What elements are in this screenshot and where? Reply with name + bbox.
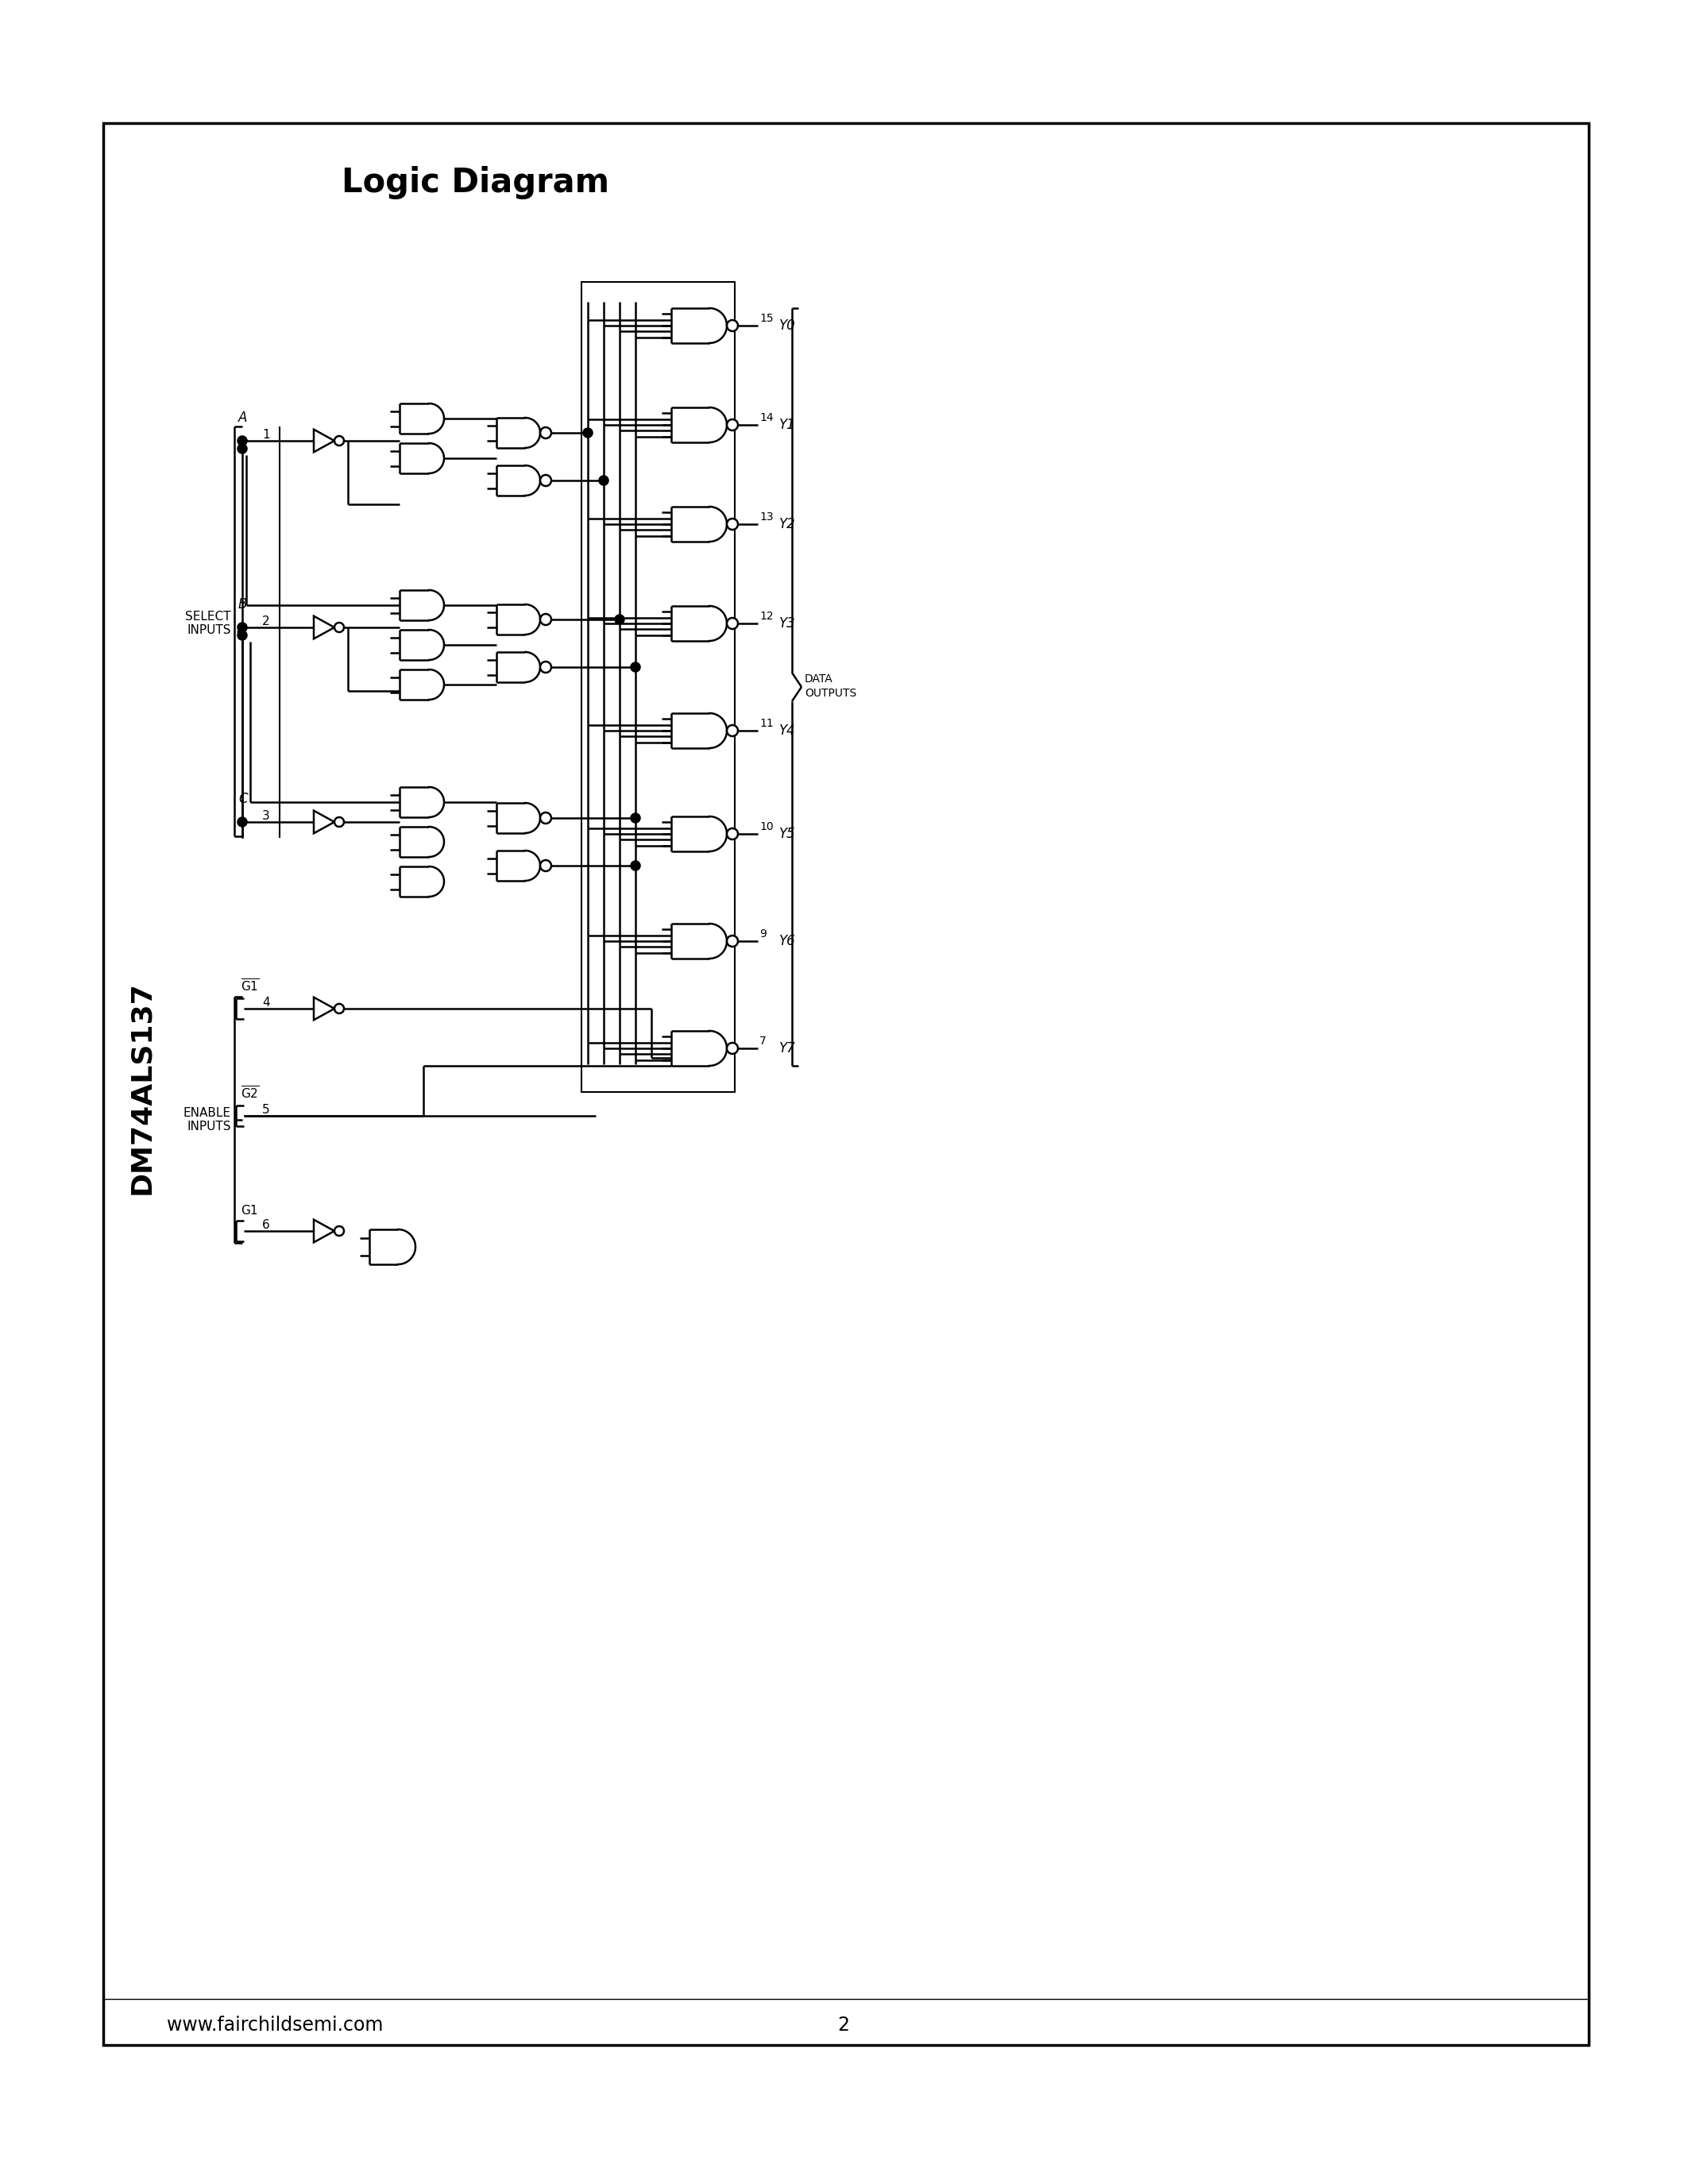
Text: ENABLE
INPUTS: ENABLE INPUTS xyxy=(184,1107,231,1133)
Circle shape xyxy=(728,419,738,430)
Bar xyxy=(103,122,1588,2044)
Text: 3: 3 xyxy=(262,810,270,821)
Circle shape xyxy=(334,1005,344,1013)
Text: B: B xyxy=(238,596,248,612)
Text: 2: 2 xyxy=(837,2016,849,2035)
Text: $\overline{\rm G1}$: $\overline{\rm G1}$ xyxy=(241,978,260,994)
Circle shape xyxy=(728,828,738,839)
Circle shape xyxy=(238,622,246,631)
Text: DM74ALS137: DM74ALS137 xyxy=(128,981,155,1195)
Text: OUTPUTS: OUTPUTS xyxy=(805,688,856,699)
Text: 5: 5 xyxy=(262,1103,270,1116)
Text: 1: 1 xyxy=(262,428,270,441)
Circle shape xyxy=(238,631,246,640)
Text: www.fairchildsemi.com: www.fairchildsemi.com xyxy=(167,2016,383,2035)
Circle shape xyxy=(334,437,344,446)
Circle shape xyxy=(599,476,608,485)
Text: 11: 11 xyxy=(760,719,773,729)
Circle shape xyxy=(334,817,344,828)
Circle shape xyxy=(334,622,344,631)
Text: 2: 2 xyxy=(262,616,270,627)
Text: G1: G1 xyxy=(241,1206,258,1216)
Text: Y0: Y0 xyxy=(780,319,795,332)
Circle shape xyxy=(540,860,552,871)
Circle shape xyxy=(540,662,552,673)
Text: Y6: Y6 xyxy=(780,935,795,948)
Circle shape xyxy=(540,614,552,625)
Circle shape xyxy=(728,518,738,531)
Text: 13: 13 xyxy=(760,511,773,522)
Text: 4: 4 xyxy=(262,996,270,1009)
Circle shape xyxy=(540,474,552,487)
Text: 7: 7 xyxy=(760,1035,766,1046)
Text: A: A xyxy=(238,411,248,426)
Text: Logic Diagram: Logic Diagram xyxy=(341,166,609,199)
Text: Y2: Y2 xyxy=(780,518,795,531)
Circle shape xyxy=(614,616,625,625)
Text: Y1: Y1 xyxy=(780,417,795,432)
Text: Y4: Y4 xyxy=(780,723,795,738)
Text: DATA: DATA xyxy=(805,673,834,684)
Circle shape xyxy=(728,725,738,736)
Text: Y5: Y5 xyxy=(780,828,795,841)
Text: Y7: Y7 xyxy=(780,1042,795,1055)
Text: C: C xyxy=(238,793,248,806)
Circle shape xyxy=(631,860,640,869)
Text: 9: 9 xyxy=(760,928,766,939)
Circle shape xyxy=(238,817,246,826)
Circle shape xyxy=(238,443,246,452)
Text: 12: 12 xyxy=(760,612,773,622)
Circle shape xyxy=(728,935,738,946)
Circle shape xyxy=(540,428,552,439)
Text: $\overline{\rm G2}$: $\overline{\rm G2}$ xyxy=(241,1085,260,1101)
Text: 15: 15 xyxy=(760,312,773,323)
Text: 14: 14 xyxy=(760,413,773,424)
Circle shape xyxy=(238,437,246,446)
Text: 10: 10 xyxy=(760,821,773,832)
Circle shape xyxy=(334,1225,344,1236)
Circle shape xyxy=(631,662,640,670)
Circle shape xyxy=(631,815,640,823)
Circle shape xyxy=(728,1042,738,1055)
Circle shape xyxy=(728,321,738,332)
Text: Y3: Y3 xyxy=(780,616,795,631)
Text: SELECT
INPUTS: SELECT INPUTS xyxy=(186,612,231,636)
Circle shape xyxy=(584,428,592,437)
Circle shape xyxy=(728,618,738,629)
Bar xyxy=(581,282,734,1092)
Circle shape xyxy=(540,812,552,823)
Text: 6: 6 xyxy=(262,1219,270,1230)
